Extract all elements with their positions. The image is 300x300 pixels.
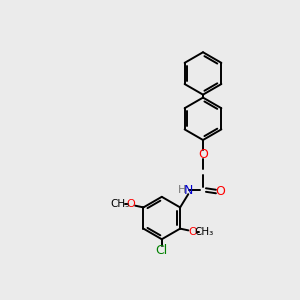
Text: O: O bbox=[198, 148, 208, 161]
Text: CH₃: CH₃ bbox=[194, 226, 213, 237]
Text: O: O bbox=[215, 185, 225, 198]
Text: O: O bbox=[188, 226, 197, 237]
Text: O: O bbox=[127, 200, 135, 209]
Text: N: N bbox=[184, 184, 193, 196]
Text: CH₃: CH₃ bbox=[110, 200, 130, 209]
Text: Cl: Cl bbox=[156, 244, 168, 257]
Text: H: H bbox=[178, 185, 186, 195]
